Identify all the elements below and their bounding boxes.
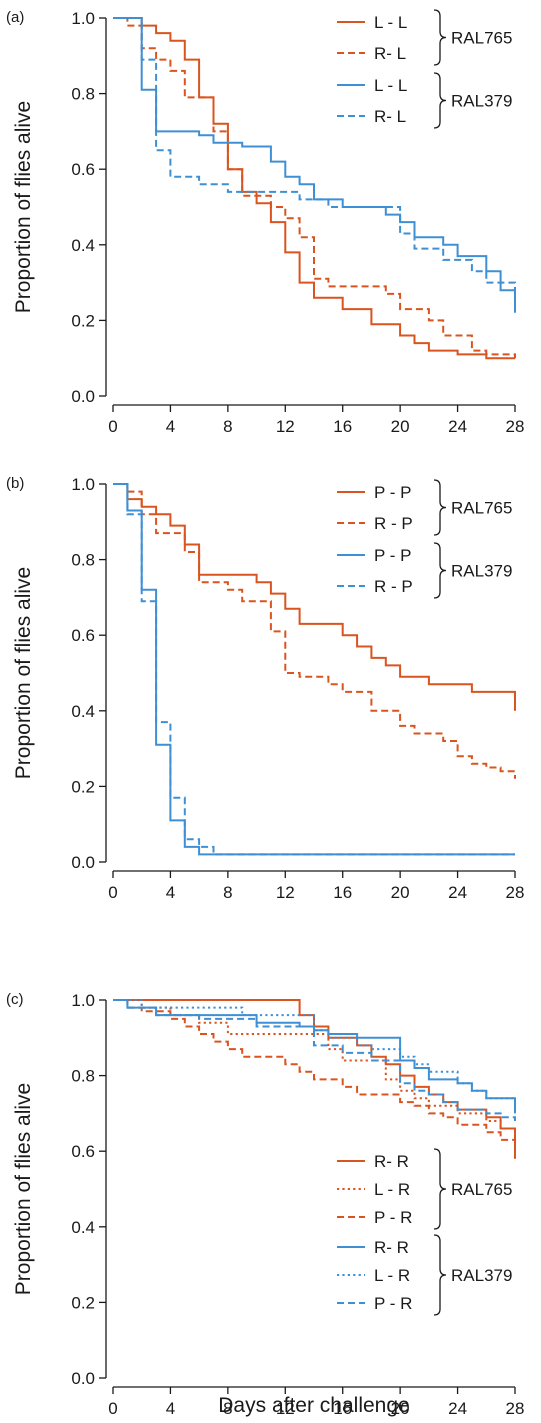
- panel-b: (b) 0.0 0.2 0.4 0.6 0.8 1.0 0 4 8 12 16 20 24 28 Propor…: [6, 475, 524, 902]
- y-tick-label: 0.4: [71, 236, 95, 255]
- y-tick-label: 1.0: [71, 991, 95, 1010]
- panel-label: (a): [6, 9, 24, 26]
- series-ral765-dotted: [113, 999, 516, 1144]
- legend-group-label: RAL765: [451, 499, 512, 518]
- legend-label: L - R: [374, 1180, 410, 1199]
- y-tick-label: 0.2: [71, 1293, 95, 1312]
- y-tick-label: 0.4: [71, 1218, 95, 1237]
- panel-a: (a) 0.0 0.2 0.4 0.6 0.8 1.0 0 4 8 12 16 20 24 28 Propor…: [6, 9, 524, 436]
- legend-label: P - P: [374, 483, 411, 502]
- y-tick-label: 0.6: [71, 626, 95, 645]
- y-tick-label: 1.0: [71, 475, 95, 494]
- y-tick-label: 0.2: [71, 777, 95, 796]
- legend-group-label: RAL379: [451, 562, 512, 581]
- panel-c: (c) 0.0 0.2 0.4 0.6 0.8 1.0 0 4 8 12 16 20 24 28 Propor…: [6, 991, 524, 1418]
- legend-brace: [433, 479, 447, 536]
- x-tick-label: 16: [333, 417, 352, 436]
- x-tick-label: 8: [223, 883, 232, 902]
- x-tick-label: 16: [333, 1399, 352, 1418]
- x-tick-label: 8: [223, 417, 232, 436]
- x-tick-label: 8: [223, 1399, 232, 1418]
- series-ral765-dashed: [113, 483, 516, 779]
- legend-brace: [433, 72, 447, 129]
- y-axis-label: Proportion of flies alive: [12, 1083, 35, 1295]
- legend-label: L - L: [374, 76, 407, 95]
- series-ral379-dashed: [113, 483, 515, 856]
- y-tick-label: 0.0: [71, 853, 95, 872]
- legend-label: L - L: [374, 13, 407, 32]
- x-tick-label: 20: [391, 417, 410, 436]
- x-tick-label: 0: [108, 417, 117, 436]
- x-tick-label: 4: [166, 1399, 175, 1418]
- y-tick-label: 0.6: [71, 1142, 95, 1161]
- series-ral379-dotted: [113, 999, 516, 1106]
- x-tick-label: 28: [506, 883, 525, 902]
- legend-label: R - P: [374, 577, 413, 596]
- series-ral765-solid: [113, 17, 515, 360]
- panel-label: (c): [6, 991, 24, 1008]
- legend-brace: [433, 1234, 447, 1316]
- legend-label: P - R: [374, 1208, 412, 1227]
- series-ral765-dashed: [113, 17, 516, 359]
- x-tick-label: 24: [448, 1399, 467, 1418]
- series-ral379-dashed: [113, 999, 516, 1121]
- x-tick-label: 20: [391, 1399, 410, 1418]
- x-tick-label: 20: [391, 883, 410, 902]
- y-tick-label: 0.4: [71, 702, 95, 721]
- x-tick-label: 0: [108, 1399, 117, 1418]
- legend-label: R- R: [374, 1152, 409, 1171]
- series-ral379-solid: [113, 17, 516, 313]
- series-ral379-solid: [113, 483, 515, 856]
- y-tick-label: 0.2: [71, 311, 95, 330]
- x-tick-label: 24: [448, 417, 467, 436]
- y-tick-label: 0.0: [71, 1369, 95, 1388]
- series-ral379-dashed: [113, 17, 516, 291]
- legend-group-label: RAL765: [451, 1180, 512, 1199]
- x-tick-label: 0: [108, 883, 117, 902]
- legend-brace: [433, 1148, 447, 1230]
- legend-label: L - R: [374, 1266, 410, 1285]
- legend-label: P - R: [374, 1294, 412, 1313]
- y-tick-label: 0.8: [71, 1067, 95, 1086]
- series-ral765-dashed: [113, 999, 516, 1152]
- x-tick-label: 4: [166, 883, 175, 902]
- legend-group-label: RAL765: [451, 29, 512, 48]
- x-tick-label: 12: [276, 417, 295, 436]
- legend-brace: [433, 542, 447, 599]
- legend-brace: [433, 9, 447, 66]
- legend-label: R- R: [374, 1238, 409, 1257]
- legend-group-label: RAL379: [451, 1266, 512, 1285]
- y-axis-label: Proportion of flies alive: [12, 101, 35, 313]
- legend-label: R - P: [374, 514, 413, 533]
- x-tick-label: 28: [506, 1399, 525, 1418]
- x-tick-label: 12: [276, 883, 295, 902]
- y-tick-label: 1.0: [71, 9, 95, 28]
- y-tick-label: 0.0: [71, 387, 95, 406]
- y-tick-label: 0.6: [71, 160, 95, 179]
- y-tick-label: 0.8: [71, 85, 95, 104]
- x-tick-label: 24: [448, 883, 467, 902]
- panel-label: (b): [6, 475, 24, 492]
- legend-label: R- L: [374, 44, 406, 63]
- x-tick-label: 16: [333, 883, 352, 902]
- x-tick-label: 12: [276, 1399, 295, 1418]
- y-tick-label: 0.8: [71, 551, 95, 570]
- legend-label: R- L: [374, 107, 406, 126]
- x-tick-label: 28: [506, 417, 525, 436]
- x-tick-label: 4: [166, 417, 175, 436]
- x-axis-label: Days after challenge: [218, 1394, 409, 1417]
- legend-label: P - P: [374, 546, 411, 565]
- legend-group-label: RAL379: [451, 92, 512, 111]
- y-axis-label: Proportion of flies alive: [12, 567, 35, 779]
- series-ral765-solid: [113, 483, 516, 711]
